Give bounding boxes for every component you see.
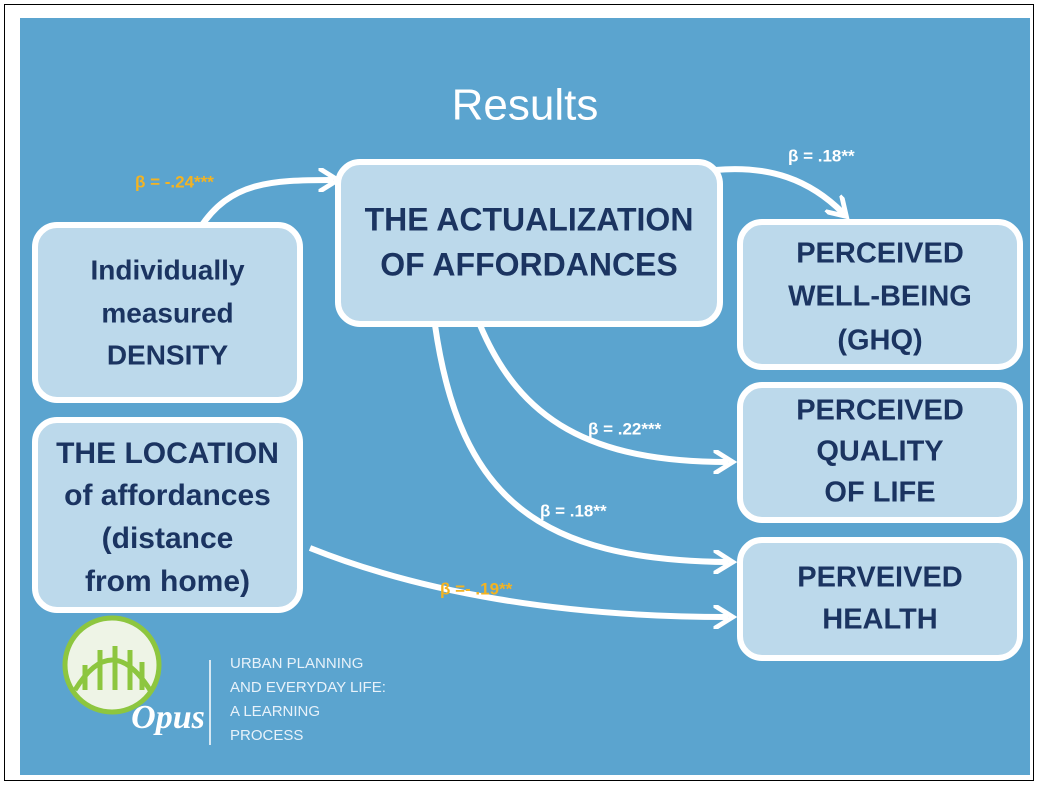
node-text: WELL-BEING: [788, 281, 972, 313]
node-text: (GHQ): [837, 325, 922, 357]
node-text: PERCEIVED: [796, 395, 964, 427]
node-box: [737, 219, 1023, 370]
node-text: from home): [85, 565, 250, 598]
edge-label: β = -.24***: [135, 172, 214, 191]
node-text: DENSITY: [107, 339, 229, 370]
node-text: (distance: [102, 522, 234, 555]
logo-circle: [62, 615, 162, 715]
edge-label: β = .22***: [588, 419, 662, 438]
logo-bridge: [72, 646, 153, 692]
edge-label: β = .18**: [540, 501, 607, 520]
node-box: [335, 159, 723, 327]
node-text: QUALITY: [816, 436, 943, 468]
arrow: [432, 324, 728, 562]
arrow: [477, 323, 728, 462]
node-text: OF LIFE: [824, 477, 935, 509]
logo-text: A LEARNING: [230, 703, 320, 720]
node-text: HEALTH: [822, 604, 937, 636]
node-box: [32, 222, 303, 403]
node-box: [737, 382, 1023, 523]
edge-label: β = .18**: [788, 146, 855, 165]
node-box: [32, 417, 303, 613]
logo-name: Opus: [131, 699, 205, 736]
arrow: [714, 166, 843, 213]
logo: Opus URBAN PLANNING AND EVERYDAY LIFE: A L…: [62, 615, 386, 745]
title: Results: [452, 81, 599, 130]
node-text: PERVEIVED: [797, 562, 962, 594]
node-text: of affordances: [64, 479, 271, 512]
node-text: THE LOCATION: [56, 437, 279, 470]
node-text: OF AFFORDANCES: [380, 246, 677, 282]
node-text: THE ACTUALIZATION: [365, 201, 694, 237]
arrow: [308, 545, 728, 617]
node-text: PERCEIVED: [796, 238, 964, 270]
edge-label: β =- .19**: [440, 579, 513, 598]
logo-text: PROCESS: [230, 727, 303, 744]
node-text: measured: [101, 297, 233, 328]
arrows: [197, 166, 843, 617]
arrow: [197, 180, 333, 230]
logo-text: URBAN PLANNING: [230, 655, 363, 672]
logo-text: AND EVERYDAY LIFE:: [230, 679, 386, 696]
node-text: Individually: [90, 254, 244, 285]
node-box: [737, 537, 1023, 661]
